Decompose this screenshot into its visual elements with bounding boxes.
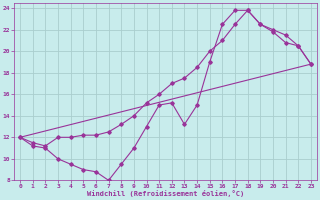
X-axis label: Windchill (Refroidissement éolien,°C): Windchill (Refroidissement éolien,°C) [87,190,244,197]
